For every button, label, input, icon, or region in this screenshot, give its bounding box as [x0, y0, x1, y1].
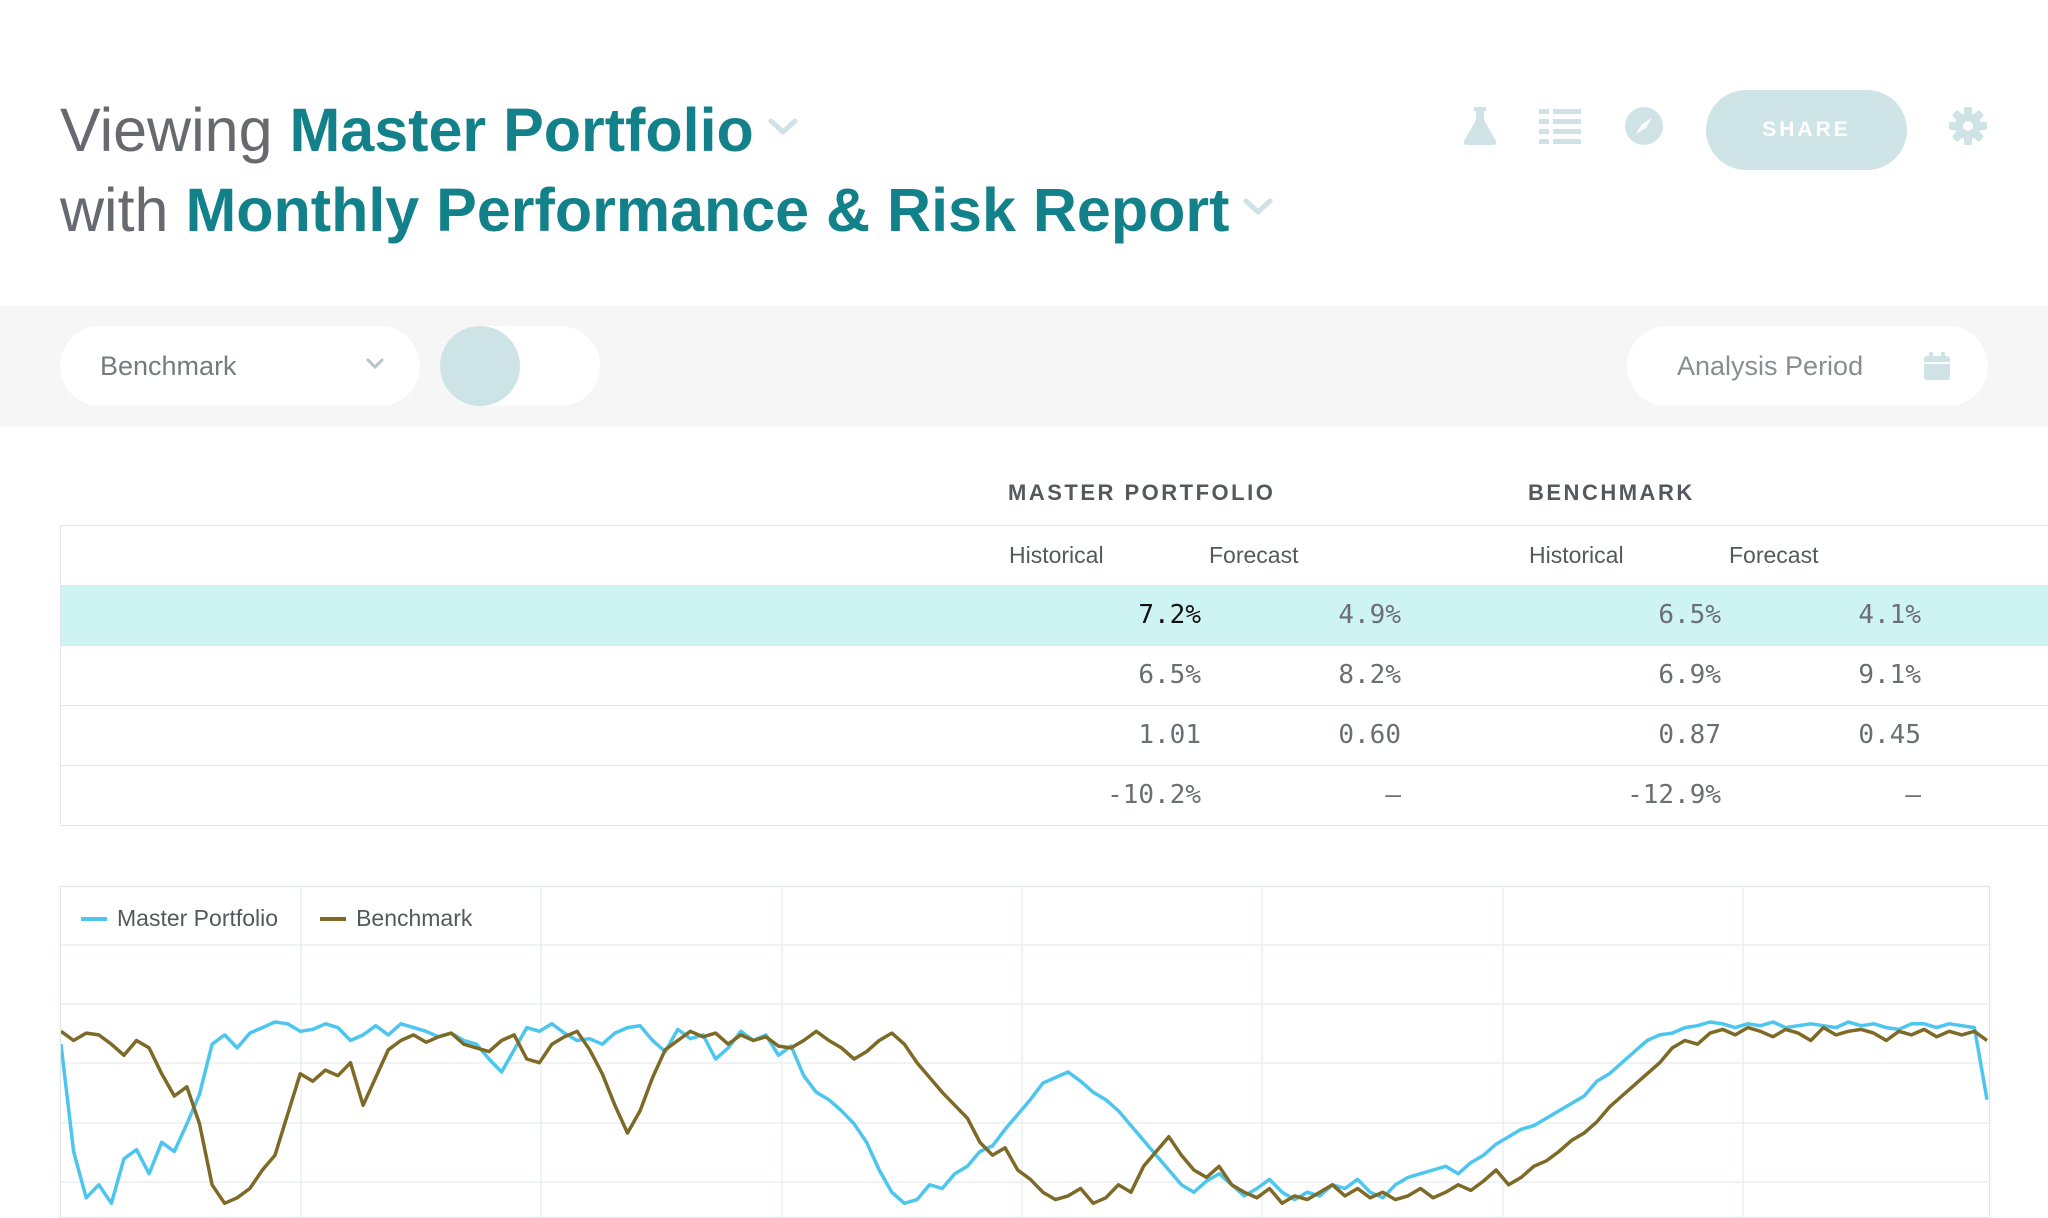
chevron-down-icon[interactable]: [768, 118, 798, 136]
chevron-down-icon: [366, 358, 384, 370]
flask-icon[interactable]: [1458, 104, 1502, 148]
group-header-portfolio: MASTER PORTFOLIO: [1008, 480, 1276, 505]
filter-toolbar: Benchmark Analysis Period: [0, 306, 2048, 426]
legend-item-benchmark[interactable]: Benchmark: [320, 905, 472, 932]
report-selector[interactable]: Monthly Performance & Risk Report: [185, 176, 1230, 244]
portfolio-selector[interactable]: Master Portfolio: [289, 96, 754, 164]
metrics-table: Historical Forecast Historical Forecast …: [60, 525, 2048, 826]
chart-plot: [61, 887, 1989, 1217]
column-header[interactable]: Historical: [1009, 542, 1104, 568]
toggle-knob[interactable]: [440, 326, 520, 406]
legend-label: Benchmark: [356, 905, 473, 931]
column-header[interactable]: Forecast: [1209, 542, 1299, 568]
table-cell: 0.60: [1338, 720, 1401, 750]
legend-swatch: [81, 916, 107, 921]
compass-icon[interactable]: [1622, 104, 1666, 148]
table-cell: -10.2%: [1107, 780, 1201, 810]
table-cell: 8.2%: [1338, 660, 1401, 690]
performance-chart: Master Portfolio Benchmark: [60, 886, 1990, 1218]
share-button[interactable]: SHARE: [1706, 90, 1907, 170]
benchmark-select[interactable]: Benchmark: [60, 326, 420, 406]
analysis-period-picker[interactable]: Analysis Period: [1627, 326, 1988, 406]
table-cell: 6.5%: [1658, 600, 1721, 630]
column-header[interactable]: Forecast: [1729, 542, 1819, 568]
series-line-benchmark: [61, 1025, 1989, 1206]
series-line-master-portfolio: [61, 1020, 1989, 1206]
title-prefix-viewing: Viewing: [60, 96, 273, 164]
table-cell: 9.1%: [1858, 660, 1921, 690]
legend-swatch: [320, 916, 347, 921]
table-row[interactable]: 1.01 0.60 0.87 0.45: [61, 706, 2048, 766]
table-cell: 4.1%: [1858, 600, 1921, 630]
chevron-down-icon[interactable]: [1243, 198, 1273, 216]
table-cell: 0.87: [1658, 720, 1721, 750]
legend-label: Master Portfolio: [117, 905, 279, 931]
table-cell: 1.01: [1138, 720, 1201, 750]
column-header[interactable]: Historical: [1529, 542, 1624, 568]
table-cell: 7.2%: [1138, 600, 1201, 630]
group-header-benchmark: BENCHMARK: [1528, 480, 1695, 505]
list-view-icon[interactable]: [1538, 104, 1582, 148]
title-line-report: with Monthly Performance & Risk Report: [60, 170, 1273, 250]
chart-legend: Master Portfolio Benchmark: [81, 905, 472, 932]
benchmark-select-label: Benchmark: [100, 351, 237, 381]
analysis-period-label: Analysis Period: [1677, 351, 1864, 381]
table-cell: 6.9%: [1658, 660, 1721, 690]
table-cell: 4.9%: [1338, 600, 1401, 630]
table-cell: 0.45: [1858, 720, 1921, 750]
table-row[interactable]: 6.5% 8.2% 6.9% 9.1%: [61, 646, 2048, 706]
table-cell: -12.9%: [1627, 780, 1721, 810]
table-cell: –: [1905, 780, 1921, 810]
title-line-portfolio: Viewing Master Portfolio: [60, 90, 798, 170]
title-prefix-with: with: [60, 176, 169, 244]
table-header-row: Historical Forecast Historical Forecast: [61, 526, 2048, 586]
table-cell: 6.5%: [1138, 660, 1201, 690]
calendar-icon: [1924, 352, 1950, 380]
table-row[interactable]: 7.2% 4.9% 6.5% 4.1%: [61, 586, 2048, 646]
legend-item-portfolio[interactable]: Master Portfolio: [81, 905, 278, 932]
table-cell: –: [1385, 780, 1401, 810]
benchmark-toggle[interactable]: [440, 326, 600, 406]
gear-icon[interactable]: [1946, 104, 1990, 148]
table-row[interactable]: -10.2% – -12.9% –: [61, 766, 2048, 826]
